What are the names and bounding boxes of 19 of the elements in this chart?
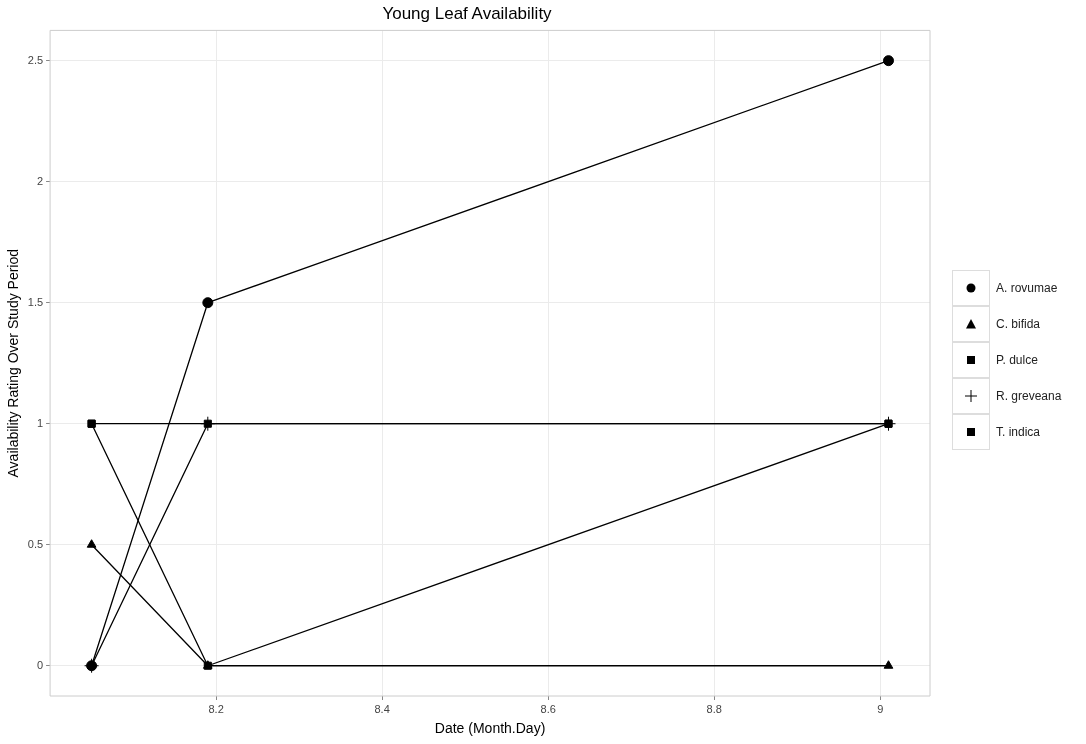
y-tick-label: 1.5: [27, 295, 44, 308]
y-axis-title: Availability Rating Over Study Period: [5, 248, 22, 478]
y-tick-label: 0.5: [27, 537, 44, 550]
x-axis-title: Date (Month.Day): [434, 720, 546, 737]
x-tick-label: 8.2: [208, 702, 224, 715]
x-tick-label: 8.8: [706, 702, 722, 715]
legend-label: T. indica: [996, 425, 1041, 439]
y-tick-label: 2: [36, 174, 44, 187]
x-tick-label: 8.6: [540, 702, 556, 715]
x-tick-label: 8.4: [374, 702, 390, 715]
y-tick-label: 1: [36, 416, 44, 429]
x-tick-label: 9: [877, 702, 884, 715]
chart-title: Young Leaf Availability: [382, 3, 553, 23]
y-tick-label: 2.5: [27, 53, 44, 66]
legend-label: A. rovumae: [996, 281, 1058, 295]
legend-label: C. bifida: [996, 317, 1041, 331]
y-tick-label: 0: [36, 658, 44, 671]
legend-label: R. greveana: [996, 389, 1062, 403]
legend-label: P. dulce: [996, 353, 1038, 367]
